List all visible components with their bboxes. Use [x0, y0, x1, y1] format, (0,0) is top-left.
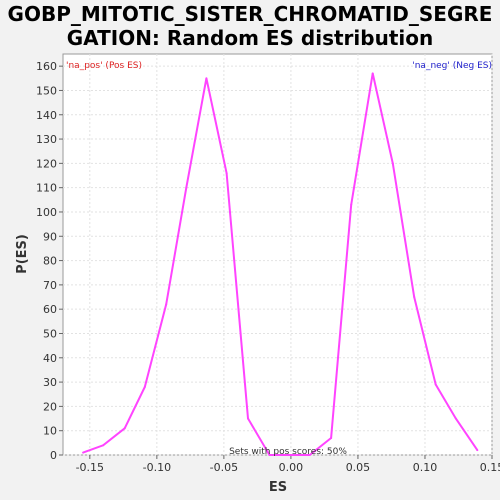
data-point [454, 417, 457, 420]
y-tick-label: 160 [36, 60, 57, 73]
y-tick-label: 30 [43, 376, 57, 389]
y-tick-label: 100 [36, 206, 57, 219]
x-tick-label: 0.00 [279, 461, 304, 474]
y-tick-label: 70 [43, 279, 57, 292]
series-line-neg [290, 73, 479, 456]
y-tick-label: 50 [43, 327, 57, 340]
y-tick-label: 40 [43, 352, 57, 365]
y-tick-label: 110 [36, 182, 57, 195]
y-tick-label: 60 [43, 303, 57, 316]
data-point [371, 72, 374, 75]
data-point [143, 386, 146, 388]
data-point [413, 296, 416, 298]
x-tick-label: -0.10 [143, 461, 171, 474]
chart-title: GOBP_MITOTIC_SISTER_CHROMATID_SEGRE GATI… [0, 2, 500, 50]
data-point [350, 203, 353, 206]
x-tick-label: -0.05 [210, 461, 238, 474]
series-layer [82, 72, 479, 456]
data-point [123, 427, 126, 430]
annotation-text: Sets with pos scores: 50% [229, 447, 347, 457]
y-tick-label: 130 [36, 133, 57, 146]
x-tick-label: 0.05 [346, 461, 371, 474]
data-point [476, 449, 479, 452]
y-tick-label: 0 [50, 449, 57, 462]
legend-pos: 'na_pos' (Pos ES) [66, 61, 142, 71]
y-tick-label: 90 [43, 230, 57, 243]
data-point [268, 454, 271, 456]
data-point [205, 77, 208, 80]
x-tick-label: 0.10 [413, 461, 438, 474]
y-axis-label: P(ES) [15, 234, 30, 274]
x-tick-label: -0.15 [76, 461, 104, 474]
data-point [289, 454, 292, 456]
y-tick-label: 150 [36, 84, 57, 97]
chart-title-line-2: GATION: Random ES distribution [66, 26, 434, 50]
plot-area [62, 53, 493, 456]
axes: 0 10 20 30 40 50 60 70 80 90 100 110 120 130 140 150 160… [36, 60, 500, 474]
legend-neg: 'na_neg' (Neg ES) [412, 61, 492, 71]
data-point [185, 186, 188, 189]
data-point [225, 172, 228, 175]
y-tick-label: 10 [43, 425, 57, 438]
data-point [102, 444, 105, 447]
y-tick-label: 20 [43, 400, 57, 413]
data-point [330, 437, 333, 439]
x-tick-label: 0.15 [480, 461, 500, 474]
x-axis-label: ES [269, 480, 287, 495]
gridlines [63, 54, 493, 456]
data-point [82, 451, 85, 454]
data-point [165, 303, 168, 306]
data-point [391, 162, 394, 165]
y-tick-label: 120 [36, 157, 57, 170]
data-point [434, 383, 437, 386]
chart-title-line-1: GOBP_MITOTIC_SISTER_CHROMATID_SEGRE [7, 2, 493, 26]
y-tick-label: 140 [36, 109, 57, 122]
data-point [247, 417, 249, 420]
y-tick-label: 80 [43, 255, 57, 268]
data-point [308, 454, 311, 456]
